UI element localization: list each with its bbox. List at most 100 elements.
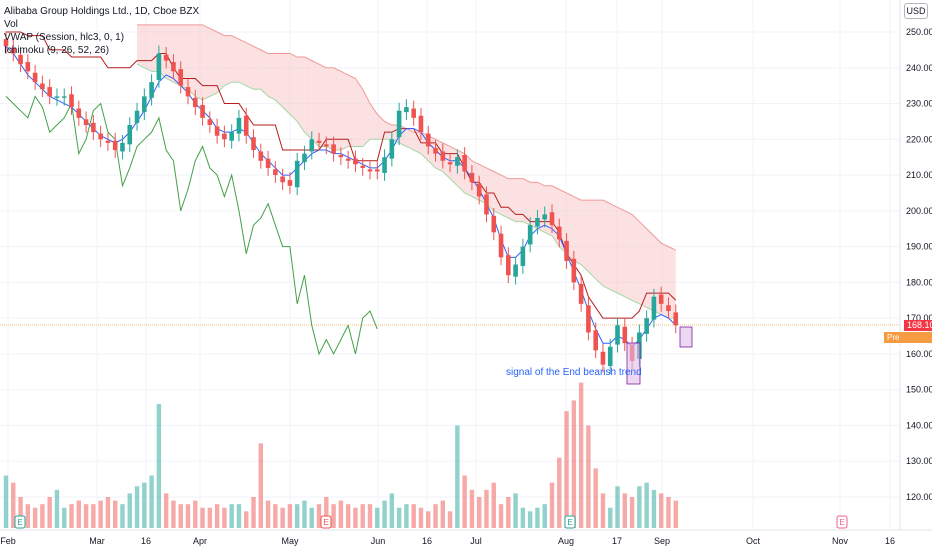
volume-bar [673,500,678,528]
volume-bar [324,497,329,528]
candle [47,79,52,105]
signal-boxes[interactable] [626,326,693,385]
candle-body [498,233,504,258]
currency-button[interactable]: USD [904,3,928,19]
candle [338,147,344,166]
candle [433,140,438,162]
candle-body [127,125,133,145]
candle-body [287,180,293,186]
pre-price: 168.08 [890,344,915,353]
time-tick-label: Apr [193,536,207,546]
indicator-lines [0,31,900,356]
candle [615,317,620,353]
time-axis[interactable]: Feb Mar 16 Apr May Jun 16 Jul Aug 17 Sep Oct Nov 16 [0,529,932,546]
price-tick-label: 150.00 [906,385,932,395]
cloud-segment [311,60,320,147]
candle [309,131,315,160]
legend-title[interactable]: Alibaba Group Holdings Ltd., 1D, Cboe BZ… [4,6,200,17]
candle-body [83,119,89,125]
cloud-segment [333,67,341,151]
legend-vol[interactable]: Vol [4,19,18,30]
candle-body [418,115,424,133]
legend-vwap[interactable]: VWAP (Session, hlc3, 0, 1) [4,32,125,43]
candle [593,322,598,359]
cloud-segment [435,139,443,172]
earnings-marker-label: E [839,518,844,527]
last-price-label: 168.10 [904,319,932,331]
cloud-segment [282,53,290,115]
cloud-segment [450,146,458,186]
volume-bar [295,504,300,528]
candle [127,117,133,153]
candle [258,143,264,169]
candle-body [440,151,446,161]
chart-annotation[interactable]: signal of the End bearish trend [506,367,642,378]
candle [578,275,584,312]
volume-bar [520,507,526,528]
cloud-segment [362,89,370,147]
candle [105,132,111,151]
volume-bar [360,504,365,528]
candle-body [192,97,198,108]
cloud-segment [238,39,247,86]
candle-body [622,326,628,344]
candle [76,100,82,126]
cloud-segment [275,53,283,108]
volume-bar [571,400,577,528]
volume-bar [389,493,395,528]
volume-bar [440,500,445,528]
cloud-segment [355,78,363,147]
candle [506,247,511,284]
candle-body [98,133,103,140]
legend-ichimoku[interactable]: Ichimoku (9, 26, 52, 26) [4,45,110,56]
cloud-segment [246,42,254,90]
candle-body [353,158,358,165]
candle [156,45,162,88]
cloud-segment [493,171,502,215]
candle-body [389,139,395,159]
price-axis[interactable]: 120.00 130.00 140.00 150.00 160.00 170.00 180.… [899,0,932,530]
candle-body [222,133,227,140]
volume-bar [229,504,234,528]
candle-body [134,110,140,123]
cloud-segment [304,57,312,140]
grid-lines [0,0,900,530]
candle [302,145,307,171]
volume-bar [462,475,467,528]
volume-bar [134,486,140,528]
candle [61,88,67,106]
pre-label: Pre [887,333,900,342]
candle [200,97,205,126]
candle-body [112,140,118,151]
candle-body [658,294,664,304]
volume-bar [120,504,125,528]
volume-bar [542,504,547,528]
cloud-segment [209,28,218,97]
candle [98,125,103,148]
candle-body [185,87,191,97]
candle-body [324,144,329,147]
candle-body [527,225,533,245]
volume-bar [477,497,482,528]
candle-body [586,305,591,333]
candle [3,31,9,55]
volume-bar [629,497,635,528]
volume-bar [25,504,31,528]
cloud-segment [530,182,538,229]
volume-bar [3,475,9,528]
cloud-segment [515,178,523,222]
cloud-segment [253,46,261,90]
candle-body [374,169,380,172]
volume-bar [622,493,627,528]
price-tick-label: 190.00 [906,242,932,252]
candle-body [280,176,285,183]
earnings-marker-label: E [567,518,572,527]
candle-body [40,83,45,90]
candle-body [404,107,409,113]
volume-bar [433,504,438,528]
candle [658,286,664,312]
cloud-segment [646,228,654,311]
candle-body [91,122,96,133]
